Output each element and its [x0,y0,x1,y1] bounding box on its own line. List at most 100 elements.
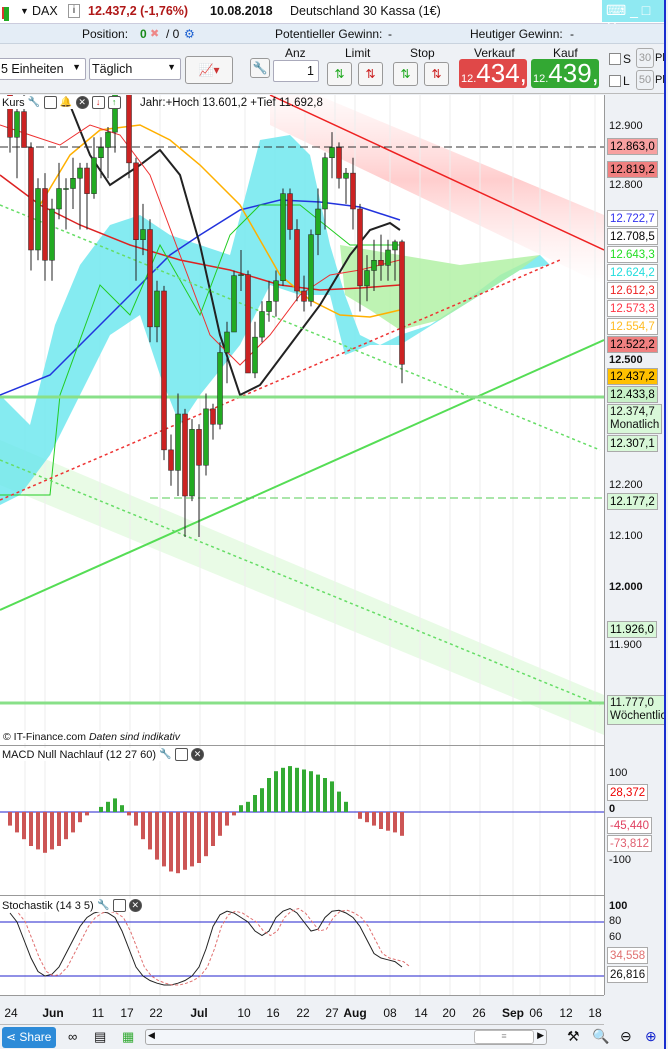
candle [231,275,237,333]
candle [154,290,160,328]
s-points-input[interactable]: 30 [636,48,654,68]
wrench-icon[interactable]: 🔧 [159,749,172,760]
support-line-dashed [0,459,601,706]
symbol-name[interactable]: DAX [32,4,58,18]
share-label: Share [19,1030,52,1044]
horizontal-scrollbar[interactable]: ◀ ≡ ▶ [145,1029,547,1045]
kijun-line [0,124,401,366]
price-tag: 12.177,2 [607,492,658,510]
candle [378,260,384,266]
weekly-label: Wöchentlich [610,709,668,722]
date-label: 12 [559,1006,573,1020]
stop-sell-button[interactable]: ⇅ [424,62,449,86]
candle [112,95,118,133]
quantity-input[interactable]: 1 [273,60,319,82]
price-tick: 12.900 [609,120,643,132]
macd-bar [232,812,236,816]
macd-bar [204,812,208,857]
wrench-icon[interactable]: 🔧 [250,58,270,78]
sheet-icon[interactable]: ▤ [94,1029,107,1044]
l-points-input[interactable]: 50 [636,70,654,90]
title-bar: ▼ DAX i 12.437,2 (-1,76%) 10.08.2018 Deu… [0,0,668,35]
candle [294,229,300,292]
candle [21,111,27,148]
macd-bar [393,812,397,833]
macd-bar [148,812,152,850]
date-label: 27 [325,1006,339,1020]
date-axis[interactable]: 24 Jun 11 17 22 Jul 10 16 22 27 Aug 08 14 20 26 Sep 06 12… [0,995,604,1025]
l-checkbox[interactable] [609,75,621,87]
zoom-fit-icon[interactable]: 🔍 [592,1028,610,1044]
stoch-tick: 100 [609,900,628,912]
macd-bar [106,801,110,812]
macd-panel-header: MACD Null Nachlauf (12 27 60) 🔧 ✕ [2,748,205,761]
macd-bar [246,801,250,812]
macd-bar [323,778,327,812]
candle [308,234,314,302]
candle [56,188,62,210]
window-controls[interactable]: ⌨ _ □ ✕ [602,0,668,35]
macd-title: MACD Null Nachlauf (12 27 60) [2,748,157,761]
gear-icon[interactable]: ⚙ [184,27,195,41]
chart-canvas[interactable] [0,95,604,995]
candle [28,147,34,251]
autoscale-icon[interactable]: ⚒ [567,1028,580,1044]
close-icon[interactable]: ✕ [191,748,205,761]
weekly-value: 11.777,0 [610,696,654,709]
s-checkbox[interactable] [609,53,621,65]
stoch-title: Stochastik (14 3 5) [2,899,94,912]
wrench-icon[interactable]: 🔧 [27,97,41,108]
share-button[interactable]: ⋖ Share [2,1027,56,1048]
window-icon[interactable] [112,899,126,912]
macd-bar [113,798,117,812]
stoch-tick: 80 [609,915,622,927]
price-axis[interactable]: 12.900 12.800 12.500 12.200 12.100 12.000 11.9… [604,95,668,995]
date-label: Jul [190,1006,208,1020]
zoom-in-icon[interactable]: ⊕ [645,1028,657,1044]
sell-arrow-icon[interactable]: ↓ [91,96,105,109]
date-label: Aug [343,1006,367,1020]
grid-icon[interactable]: ▦ [122,1029,135,1044]
price-tick: 12.500 [609,354,643,367]
chart-area[interactable]: Kurs 🔧 🔔 ✕ ↓ ↑ Jahr:+Hoch 13.601,2 +Tief 1… [0,95,604,995]
macd-bar [50,812,54,850]
zoom-out-icon[interactable]: ⊖ [620,1028,632,1044]
close-position-icon[interactable]: ✖ [150,28,160,40]
macd-bar [176,812,180,874]
date-label: 22 [296,1006,310,1020]
buy-arrow-icon[interactable]: ↑ [107,96,121,109]
sell-button[interactable]: 12.434,7 [459,59,527,88]
buy-button[interactable]: 12.439,7 [531,59,599,88]
wrench-icon[interactable]: 🔧 [96,900,110,911]
macd-bar [22,812,26,840]
price-tag: 12.624,2 [607,264,658,282]
macd-bar [141,812,145,840]
scroll-left-icon[interactable]: ◀ [148,1030,155,1040]
quantity-label: Anz [285,46,306,60]
symbol-dropdown-icon[interactable]: ▼ [20,6,29,16]
macd-bar [36,812,40,850]
window-icon[interactable] [175,748,189,761]
price-tick: 11.900 [609,638,642,651]
limit-sell-button[interactable]: ⇅ [358,62,383,86]
interval-select[interactable]: Täglich ▼ [89,58,181,80]
window-icon[interactable] [43,96,57,109]
macd-tag: -45,440 [607,817,653,834]
candle [266,301,272,312]
close-icon[interactable]: ✕ [128,899,142,912]
bell-icon[interactable]: 🔔 [59,97,73,108]
candle [168,449,174,471]
close-icon[interactable]: ✕ [75,96,89,109]
price-tag: 12.722,7 [607,210,658,228]
scroll-thumb[interactable]: ≡ [474,1030,534,1044]
stoch-d-line [18,907,411,986]
scroll-right-icon[interactable]: ▶ [537,1030,544,1040]
indicators-button[interactable]: 📈▾ [185,56,233,84]
macd-bar [372,812,376,826]
info-icon[interactable]: i [68,4,80,18]
limit-buy-button[interactable]: ⇅ [327,62,352,86]
link-icon[interactable]: ∞ [68,1029,78,1044]
units-select[interactable]: 5 Einheiten ▼ [0,58,86,80]
macd-bar [288,766,292,812]
stop-buy-button[interactable]: ⇅ [393,62,418,86]
